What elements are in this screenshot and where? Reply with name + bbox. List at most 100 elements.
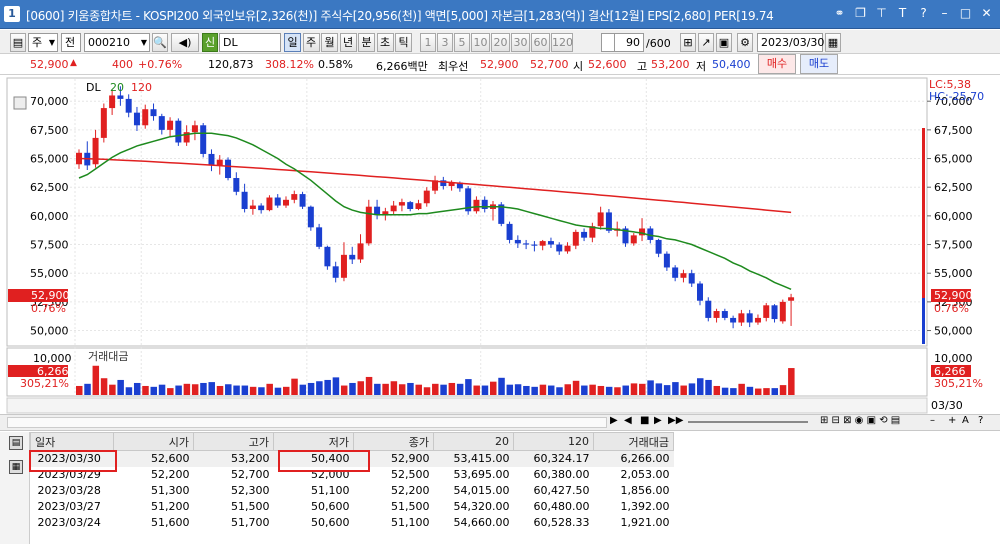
table-cell: 2023/03/30 xyxy=(30,450,114,467)
table-cell: 51,600 xyxy=(151,516,190,529)
interval-button[interactable]: 20 xyxy=(491,33,510,52)
market-select[interactable]: 주 ▼ xyxy=(28,33,58,52)
font-icon[interactable]: T xyxy=(898,6,907,20)
chart-scrollbar[interactable] xyxy=(7,417,607,428)
col-ma120[interactable]: 120 xyxy=(513,432,594,451)
stock-chart[interactable]: 50,00052,50055,00057,50060,00062,50065,0… xyxy=(0,76,1000,414)
minimize-icon[interactable]: – xyxy=(941,6,948,20)
toolbar-icons[interactable]: ⊞ ⊟ ⊠ ◉ ▣ ⟲ ▤ xyxy=(820,415,901,426)
price-tag-left xyxy=(8,289,68,302)
restore-window-icon[interactable]: ❐ xyxy=(855,6,866,20)
volume-bar xyxy=(597,385,605,395)
candle-body xyxy=(200,125,207,154)
help-icon[interactable]: ? xyxy=(978,415,984,426)
volume-bar xyxy=(283,386,290,395)
y-axis: 50,00052,50055,00057,50060,00062,50065,0… xyxy=(927,95,973,338)
candle-body xyxy=(448,182,455,187)
col-close[interactable]: 종가 xyxy=(353,432,434,451)
chart-menu-icon[interactable]: ▤ xyxy=(10,33,26,52)
font-size-icon[interactable]: A xyxy=(962,415,969,426)
candle-body xyxy=(241,191,248,209)
table-row[interactable]: 2023/03/28 51,300 52,300 51,100 52,200 54,015… xyxy=(31,483,674,499)
priority-label: 최우선 xyxy=(438,60,469,73)
table-cell: 53,415.00 xyxy=(433,450,514,467)
sound-icon[interactable]: ◀) xyxy=(171,33,199,52)
count-input[interactable]: 90 xyxy=(614,33,644,52)
save-icon[interactable]: ▣ xyxy=(716,33,732,52)
table-cell: 52,600 xyxy=(113,450,194,467)
volume-bar xyxy=(498,377,505,395)
period-tab[interactable]: 일 xyxy=(284,33,301,52)
date-input[interactable]: 2023/03/30 xyxy=(757,33,824,52)
stop-icon[interactable]: ■ xyxy=(640,415,650,426)
candle-body xyxy=(423,190,430,204)
end-date-label: 03/30 xyxy=(931,399,963,412)
line-tool-icon[interactable]: ↗ xyxy=(698,33,714,52)
zoom-in-icon[interactable]: + xyxy=(948,415,957,426)
chart-settings-icon[interactable] xyxy=(13,96,27,110)
volume-bar xyxy=(191,384,199,395)
stock-code-input[interactable]: 000210 ▼ xyxy=(84,33,150,52)
volume-tag-left xyxy=(8,365,68,377)
volume-bar xyxy=(183,383,191,395)
volume-bar xyxy=(605,386,613,395)
interval-button[interactable]: 3 xyxy=(437,33,453,52)
chart-stock-label: DL xyxy=(86,81,101,94)
gear-icon[interactable]: ⚙ xyxy=(737,33,753,52)
help-icon[interactable]: ? xyxy=(920,6,927,20)
interval-button[interactable]: 60 xyxy=(531,33,550,52)
table-row[interactable]: 2023/03/27 51,200 51,500 50,600 51,500 54,320… xyxy=(31,499,674,515)
link-icon[interactable]: ⚭ xyxy=(834,6,845,20)
save-table-icon[interactable]: ▤ xyxy=(9,436,23,450)
interval-button[interactable]: 30 xyxy=(511,33,530,52)
scroll-start-icon[interactable]: ▶ xyxy=(610,415,618,426)
table-row[interactable]: 2023/03/24 51,600 51,700 50,600 51,100 54,660… xyxy=(31,515,674,531)
interval-button[interactable]: 1 xyxy=(420,33,436,52)
low-price: 50,400 xyxy=(712,58,751,71)
period-tab[interactable]: 월 xyxy=(321,33,338,52)
col-amount[interactable]: 거래대금 xyxy=(593,432,674,451)
sell-button[interactable]: 매도 xyxy=(800,54,838,74)
volume-bar xyxy=(547,385,555,395)
maximize-icon[interactable]: □ xyxy=(959,6,972,20)
period-tab[interactable]: 초 xyxy=(376,33,394,52)
crosshair-icon[interactable]: ⊞ xyxy=(680,33,696,52)
y-tick-label: 62,500 xyxy=(934,181,973,194)
col-open[interactable]: 시가 xyxy=(113,432,194,451)
volume-ratio: 308.12% xyxy=(265,58,314,71)
period-tab[interactable]: 년 xyxy=(339,33,357,52)
col-low[interactable]: 저가 xyxy=(273,432,354,451)
zoom-slider[interactable] xyxy=(688,421,808,423)
volume-bar xyxy=(291,378,298,395)
col-high[interactable]: 고가 xyxy=(193,432,274,451)
candle-body xyxy=(581,231,588,238)
pin-icon[interactable]: ⊤ xyxy=(876,6,887,20)
table-settings-icon[interactable]: ▦ xyxy=(9,460,23,474)
interval-button[interactable]: 5 xyxy=(454,33,470,52)
scroll-end-icon[interactable]: ▶▶ xyxy=(668,415,684,426)
table-cell: 60,528.33 xyxy=(533,516,590,529)
all-button[interactable]: 전 xyxy=(61,33,81,52)
interval-button[interactable]: 120 xyxy=(551,33,573,52)
table-row[interactable]: 2023/03/29 52,200 52,700 52,000 52,500 53,695… xyxy=(31,467,674,483)
col-date[interactable]: 일자 xyxy=(30,432,114,451)
candle-body xyxy=(191,125,198,133)
calendar-icon[interactable]: ▦ xyxy=(825,33,841,52)
period-tab[interactable]: 주 xyxy=(302,33,320,52)
interval-button[interactable]: 10 xyxy=(471,33,490,52)
candle-body xyxy=(407,202,414,209)
period-tab[interactable]: 분 xyxy=(358,33,375,52)
search-icon[interactable]: 🔍 xyxy=(152,33,168,52)
buy-button[interactable]: 매수 xyxy=(758,54,796,74)
close-icon[interactable]: ✕ xyxy=(981,6,992,20)
scroll-right-icon[interactable]: ▶ xyxy=(654,415,662,426)
period-tab[interactable]: 틱 xyxy=(395,33,412,52)
zoom-out-icon[interactable]: – xyxy=(930,415,935,426)
app-icon[interactable]: 1 xyxy=(4,6,20,22)
vertical-grid xyxy=(74,79,647,396)
col-ma20[interactable]: 20 xyxy=(433,432,514,451)
scroll-left-icon[interactable]: ◀ xyxy=(624,415,632,426)
table-row[interactable]: 2023/03/30 52,600 53,200 50,400 52,900 53,415… xyxy=(30,450,674,467)
candle-body xyxy=(763,305,770,318)
candle-body xyxy=(746,313,753,323)
